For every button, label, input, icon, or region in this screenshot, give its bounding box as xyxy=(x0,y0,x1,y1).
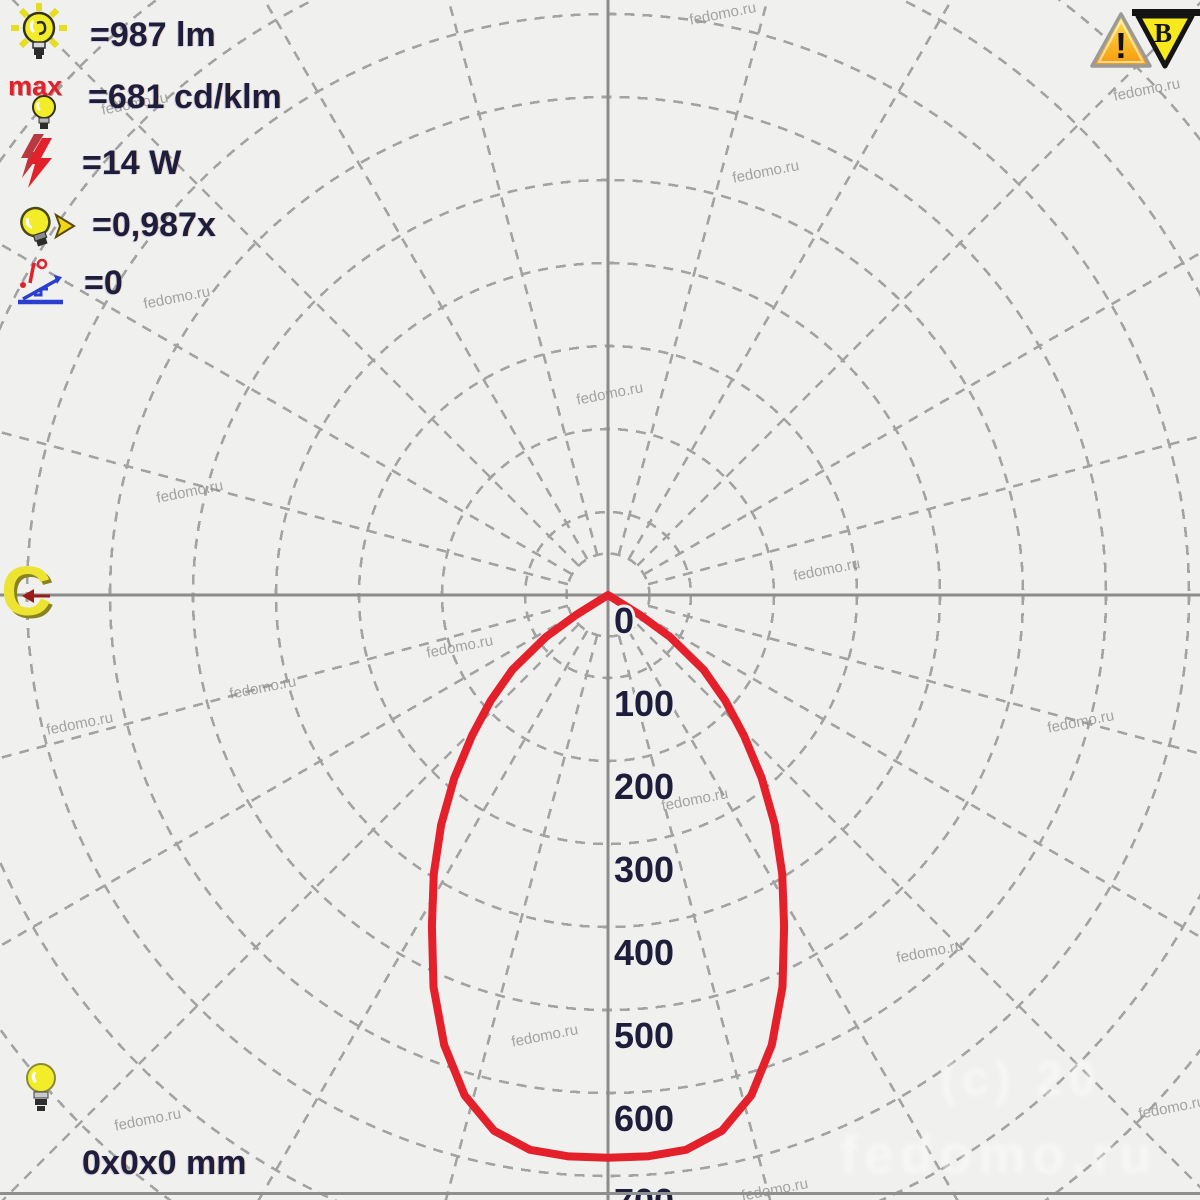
bulb-rays-icon xyxy=(11,3,67,59)
legend-row-tilt-angle: =0 xyxy=(16,258,123,308)
legend-row-efficacy: =0,987x xyxy=(10,198,216,254)
grid-radial-255 xyxy=(0,604,569,760)
grid-radial-345 xyxy=(447,0,599,556)
grid-radial-210 xyxy=(257,630,589,1200)
max-bulb-icon: max xyxy=(8,73,80,132)
warning-icon: ! xyxy=(1090,12,1152,68)
ring-label-0: 0 xyxy=(614,600,634,641)
c-plane-symbol: C C xyxy=(1,552,55,633)
b-marker-letter: B xyxy=(1154,18,1172,48)
grid-radial-165 xyxy=(617,634,772,1200)
lightning-icon xyxy=(21,134,52,188)
warning-glyph: ! xyxy=(1115,25,1127,66)
intensity-curve-C0-C180 xyxy=(427,591,789,1162)
c-plane-arrow-icon xyxy=(22,589,34,603)
grid-radial-225 xyxy=(1,623,580,1200)
grid-radial-75 xyxy=(647,435,1200,586)
bulb-icon xyxy=(26,1063,56,1111)
power-value: =14 W xyxy=(82,144,182,182)
grid-radial-60 xyxy=(643,251,1200,576)
ring-label-500: 500 xyxy=(614,1015,674,1056)
grid-radial-15 xyxy=(617,0,769,556)
max-icon-text: max xyxy=(8,71,63,101)
ring-label-600: 600 xyxy=(614,1098,674,1139)
ring-label-400: 400 xyxy=(614,932,674,973)
grid-radial-300 xyxy=(0,242,573,576)
ring-label-300: 300 xyxy=(614,849,674,890)
bottom-frame-line xyxy=(0,1192,1200,1195)
grid-radial-150 xyxy=(627,630,959,1200)
bulb-arrow-icon xyxy=(20,206,76,247)
luminous-flux-value: =987 lm xyxy=(90,16,216,54)
grid-radial-240 xyxy=(0,614,573,948)
legend-row-luminous-flux: =987 lm xyxy=(10,2,216,66)
grid-radial-120 xyxy=(643,614,1200,939)
max-intensity-value: =681 cd/klm xyxy=(88,78,282,116)
grid-radial-195 xyxy=(444,634,599,1200)
grid-radial-285 xyxy=(0,430,569,586)
efficacy-value: =0,987x xyxy=(92,206,216,244)
ghost-watermark-1: (c) 20 xyxy=(940,1053,1102,1106)
ghost-watermark-2: fedomo.ru xyxy=(840,1125,1158,1185)
ring-label-200: 200 xyxy=(614,766,674,807)
b-marker-icon: B xyxy=(1132,9,1200,69)
grid-radial-105 xyxy=(647,604,1200,755)
grid-radial-30 xyxy=(627,0,954,560)
legend-row-max-intensity: max =681 cd/klm xyxy=(8,73,282,132)
tilt-angle-value: =0 xyxy=(84,264,123,302)
c-plane-label: C xyxy=(1,552,52,630)
ring-label-100: 100 xyxy=(614,683,674,724)
luminaire-dimensions: 0x0x0 mm xyxy=(82,1144,247,1182)
tilt-angle-icon xyxy=(18,258,63,305)
grid-radial-135 xyxy=(636,623,1200,1189)
legend-row-power: =14 W xyxy=(20,132,181,190)
ring-label-700: 700 xyxy=(614,1181,674,1200)
grid-radial-330 xyxy=(262,0,589,560)
